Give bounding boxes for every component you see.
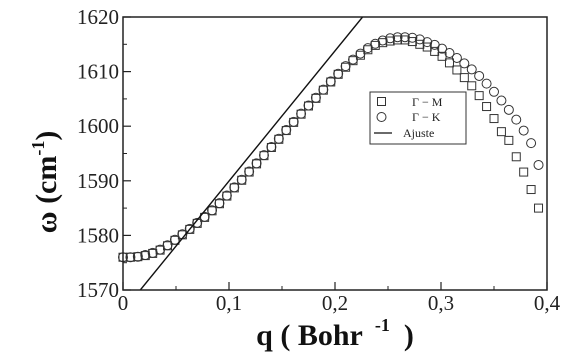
gamma-k-point: [162, 240, 173, 251]
gamma-k-point: [155, 244, 166, 255]
gamma-k-point: [236, 174, 247, 185]
gamma-k-point: [459, 58, 470, 69]
gamma-k-point: [444, 48, 455, 59]
gamma-k-point: [251, 158, 262, 169]
gamma-k-point: [392, 32, 403, 43]
gamma-k-point: [184, 223, 195, 234]
gamma-k-point: [533, 159, 544, 170]
gamma-m-point: [407, 37, 417, 47]
gamma-k-point: [437, 43, 448, 54]
gamma-m-point: [534, 203, 544, 213]
ticks-layer: 0 0,1 0,2 0,3 0,4 1570 1580 1590 1600 1610 1620: [77, 5, 561, 315]
gamma-k-point: [325, 76, 336, 87]
legend-label-ajuste: Ajuste: [403, 126, 434, 140]
gamma-m-point: [474, 91, 484, 101]
gamma-k-point: [355, 48, 366, 59]
gamma-m-point: [452, 65, 462, 75]
gamma-k-point: [229, 182, 240, 193]
gamma-k-point: [496, 95, 507, 106]
gamma-k-point: [169, 234, 180, 245]
gamma-k-point: [318, 84, 329, 95]
gamma-m-point: [496, 127, 506, 137]
gamma-k-point: [281, 125, 292, 136]
gamma-k-point: [451, 52, 462, 63]
gamma-k-point: [244, 166, 255, 177]
gamma-k-point: [340, 61, 351, 72]
y-tick-label: 1610: [77, 60, 119, 84]
gamma-k-point: [518, 125, 529, 136]
ajuste-fit-line: [139, 17, 364, 290]
legend-marker-gamma-k: [376, 112, 387, 122]
gamma-k-point: [481, 78, 492, 89]
series-layer: [118, 17, 544, 290]
gamma-k-point: [266, 141, 277, 152]
legend: Γ − M Γ − K Ajuste: [369, 91, 467, 145]
gamma-k-point: [422, 37, 433, 48]
x-axis-title-main: q ( Bohr: [256, 319, 363, 352]
legend-label-gamma-m: Γ − M: [412, 95, 443, 109]
y-tick-label: 1600: [77, 114, 119, 138]
gamma-m-point: [511, 152, 521, 162]
gamma-k-point: [258, 150, 269, 161]
gamma-k-point: [221, 190, 232, 201]
gamma-k-point: [214, 198, 225, 209]
y-axis-title-main: ω (cm: [30, 156, 63, 234]
y-tick-label: 1570: [77, 278, 119, 302]
gamma-m-point: [482, 102, 492, 112]
gamma-m-point: [526, 185, 536, 195]
gamma-k-point: [466, 64, 477, 75]
gamma-m-point: [467, 81, 477, 91]
gamma-k-point: [288, 116, 299, 127]
gamma-k-point: [511, 114, 522, 125]
gamma-k-point: [303, 100, 314, 111]
gamma-k-point: [489, 86, 499, 97]
x-axis-title: q ( Bohr -1): [256, 315, 414, 352]
gamma-k-point: [132, 251, 143, 262]
x-tick-label: 0: [118, 291, 129, 315]
x-tick-label: 0,1: [216, 291, 242, 315]
gamma-k-point: [474, 70, 485, 81]
gamma-k-point: [296, 108, 307, 119]
gamma-m-point: [504, 135, 514, 145]
gamma-k-point: [310, 92, 321, 103]
gamma-m-point: [519, 167, 529, 177]
y-tick-label: 1590: [77, 169, 119, 193]
y-axis-title-close: ): [30, 131, 63, 141]
gamma-k-point: [399, 32, 410, 43]
gamma-k-point: [125, 252, 136, 263]
gamma-m-point: [415, 39, 425, 49]
gamma-k-point: [526, 138, 537, 149]
gamma-k-point: [414, 34, 425, 45]
y-axis-title: ω (cm-1): [28, 131, 63, 234]
gamma-m-point: [444, 58, 454, 68]
y-tick-label: 1620: [77, 5, 119, 29]
legend-marker-gamma-m: [377, 97, 386, 106]
gamma-k-point: [385, 33, 396, 44]
x-axis-title-close: ): [404, 319, 414, 352]
x-tick-label: 0,3: [428, 291, 454, 315]
x-tick-label: 0,2: [322, 291, 348, 315]
legend-label-gamma-k: Γ − K: [412, 110, 441, 124]
plot-frame: [122, 16, 548, 291]
gamma-k-point: [407, 32, 418, 43]
x-tick-label: 0,4: [534, 291, 561, 315]
gamma-m-point: [459, 73, 469, 83]
gamma-k-point: [377, 35, 388, 46]
gamma-k-point: [362, 43, 373, 54]
gamma-k-point: [207, 205, 218, 216]
y-axis-title-superscript: -1: [28, 141, 48, 156]
y-tick-label: 1580: [77, 223, 119, 247]
gamma-k-point: [273, 133, 284, 144]
gamma-k-point: [348, 54, 359, 65]
gamma-k-point: [503, 104, 514, 115]
gamma-k-point: [192, 217, 203, 228]
gamma-k-point: [333, 68, 344, 79]
gamma-k-point: [140, 250, 151, 261]
x-axis-title-superscript: -1: [375, 315, 390, 335]
gamma-m-point: [489, 114, 499, 124]
